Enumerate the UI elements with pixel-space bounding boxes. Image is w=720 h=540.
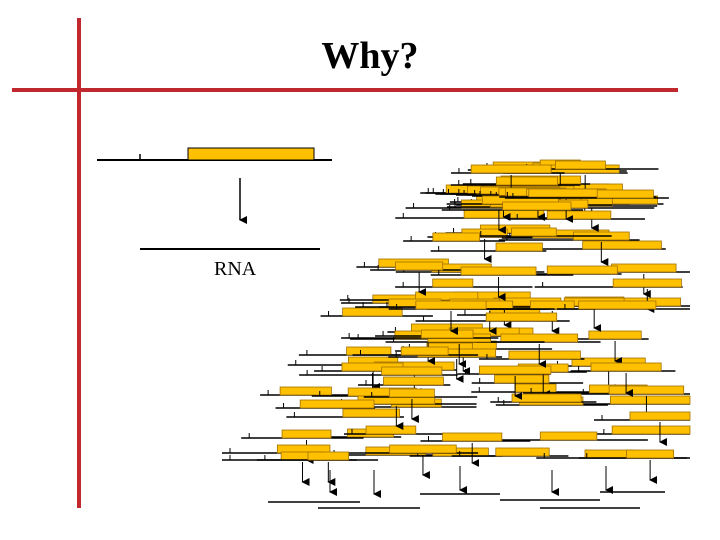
cluster-gene-box — [432, 232, 480, 242]
cluster-gene-box — [508, 350, 581, 360]
cluster-gene-box — [495, 447, 550, 457]
cluster-gene-box — [342, 307, 403, 317]
cluster-gene-box — [611, 263, 677, 273]
cluster-gene-box — [432, 278, 474, 288]
cluster-gene-box — [610, 395, 691, 405]
cluster-gene-box — [596, 189, 654, 199]
cluster-gene-box — [383, 376, 444, 386]
cluster-gene-box — [555, 160, 606, 170]
cluster-gene-box — [415, 300, 487, 310]
cluster-gene-box — [279, 386, 332, 396]
cluster-gene-box — [612, 278, 682, 288]
vertical-red-rule — [77, 18, 81, 508]
cluster-gene-box — [346, 346, 392, 356]
cluster-gene-box — [546, 210, 612, 220]
slide-title: Why? — [321, 35, 419, 77]
cluster-gene-box — [511, 393, 582, 403]
cluster-gene-box — [415, 291, 479, 301]
cluster-gene-box — [460, 266, 537, 276]
gene-box — [187, 147, 315, 161]
single-gene — [97, 147, 332, 250]
cluster-gene-box — [528, 188, 607, 198]
rna-label: RNA — [214, 258, 257, 280]
cluster-gene-box — [365, 425, 417, 435]
cluster-gene-box — [588, 330, 642, 340]
cluster-gene-box — [611, 425, 691, 435]
cluster-gene-box — [307, 451, 350, 461]
cluster-gene-box — [400, 346, 449, 356]
cluster-gene-box — [495, 242, 543, 252]
cluster-gene-box — [463, 209, 545, 219]
cluster-gene-box — [389, 444, 457, 454]
cluster-gene-box — [502, 201, 572, 211]
cluster-gene-box — [590, 362, 662, 372]
cluster-gene-box — [395, 261, 444, 271]
cluster-gene-box — [495, 176, 559, 186]
cluster-gene-box — [281, 429, 332, 439]
horizontal-red-rule — [12, 88, 678, 92]
cluster-gene-box — [539, 431, 598, 441]
cluster-gene-box — [546, 265, 618, 275]
cluster-gene-box — [442, 432, 503, 442]
cluster-gene-box — [500, 333, 579, 343]
cluster-gene-box — [420, 329, 474, 339]
cluster-gene-box — [342, 408, 400, 418]
cluster-gene-box — [626, 449, 675, 459]
cluster-gene-box — [389, 388, 435, 398]
cluster-gene-box — [299, 399, 375, 409]
cluster-gene-box — [470, 164, 552, 174]
cluster-gene-box — [494, 374, 550, 384]
cluster-gene-box — [478, 365, 552, 375]
cluster-gene-box — [514, 383, 557, 393]
cluster-gene-box — [582, 240, 662, 250]
gene-cluster — [222, 159, 691, 509]
cluster-gene-box — [511, 227, 557, 237]
cluster-gene-box — [629, 411, 691, 421]
cluster-gene-box — [608, 385, 685, 395]
cluster-gene-box — [485, 312, 558, 322]
cluster-gene-box — [578, 300, 657, 310]
cluster-gene-box — [529, 300, 575, 310]
cluster-gene-box — [381, 366, 443, 376]
